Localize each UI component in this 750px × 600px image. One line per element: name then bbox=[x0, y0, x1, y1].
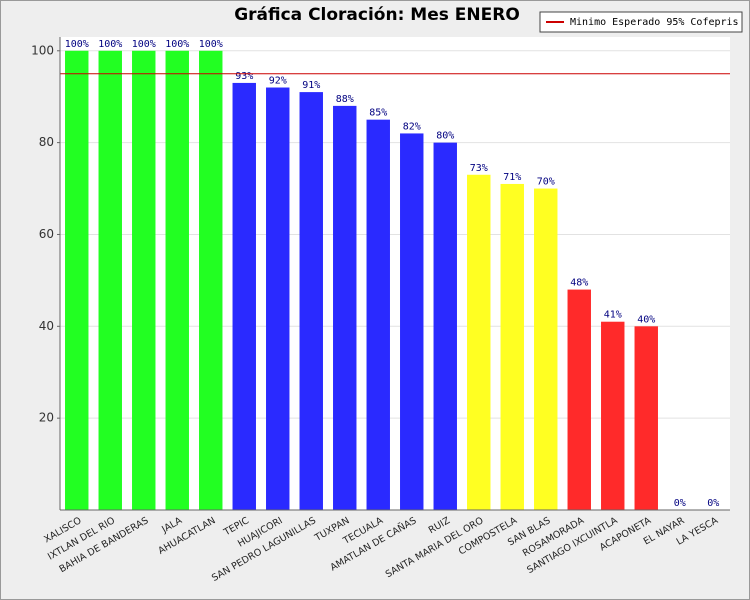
value-label: 82% bbox=[403, 121, 421, 132]
chart-title: Gráfica Cloración: Mes ENERO bbox=[234, 5, 520, 25]
value-label: 100% bbox=[98, 39, 122, 50]
value-label: 91% bbox=[302, 80, 320, 91]
value-label: 100% bbox=[165, 39, 189, 50]
bar bbox=[534, 188, 558, 510]
value-label: 70% bbox=[537, 177, 555, 188]
value-label: 85% bbox=[369, 108, 387, 119]
value-label: 48% bbox=[570, 278, 588, 289]
value-label: 71% bbox=[503, 172, 521, 183]
bar bbox=[165, 50, 189, 510]
value-label: 100% bbox=[132, 39, 156, 50]
value-label: 0% bbox=[707, 498, 719, 509]
bar bbox=[366, 119, 390, 511]
value-label: 40% bbox=[637, 314, 655, 325]
bar bbox=[500, 183, 524, 510]
bar bbox=[65, 50, 89, 510]
bar bbox=[601, 321, 625, 510]
bar bbox=[266, 87, 290, 511]
plot-area bbox=[60, 37, 730, 510]
y-tick-label: 60 bbox=[39, 227, 54, 241]
bar bbox=[299, 92, 323, 510]
bar bbox=[199, 50, 223, 510]
value-label: 92% bbox=[269, 76, 287, 87]
bar bbox=[567, 289, 591, 510]
y-tick-label: 40 bbox=[39, 319, 54, 333]
bar bbox=[333, 105, 357, 511]
value-label: 100% bbox=[65, 39, 89, 50]
bar bbox=[634, 326, 658, 510]
value-label: 80% bbox=[436, 131, 454, 142]
legend-box bbox=[539, 11, 743, 33]
bar bbox=[98, 50, 122, 510]
value-label: 100% bbox=[199, 39, 223, 50]
value-label: 73% bbox=[470, 163, 488, 174]
value-label: 93% bbox=[235, 71, 253, 82]
value-label: 88% bbox=[336, 94, 354, 105]
bar bbox=[132, 50, 156, 510]
legend-label: Minimo Esperado 95% Cofepris bbox=[570, 17, 739, 28]
value-label: 0% bbox=[674, 498, 686, 509]
y-tick-label: 20 bbox=[39, 411, 54, 425]
bar bbox=[232, 82, 256, 510]
bar bbox=[400, 133, 424, 510]
bar bbox=[433, 142, 457, 511]
bar bbox=[467, 174, 491, 511]
y-tick-label: 80 bbox=[39, 135, 54, 149]
value-label: 41% bbox=[604, 310, 622, 321]
y-tick-label: 100 bbox=[31, 43, 54, 57]
